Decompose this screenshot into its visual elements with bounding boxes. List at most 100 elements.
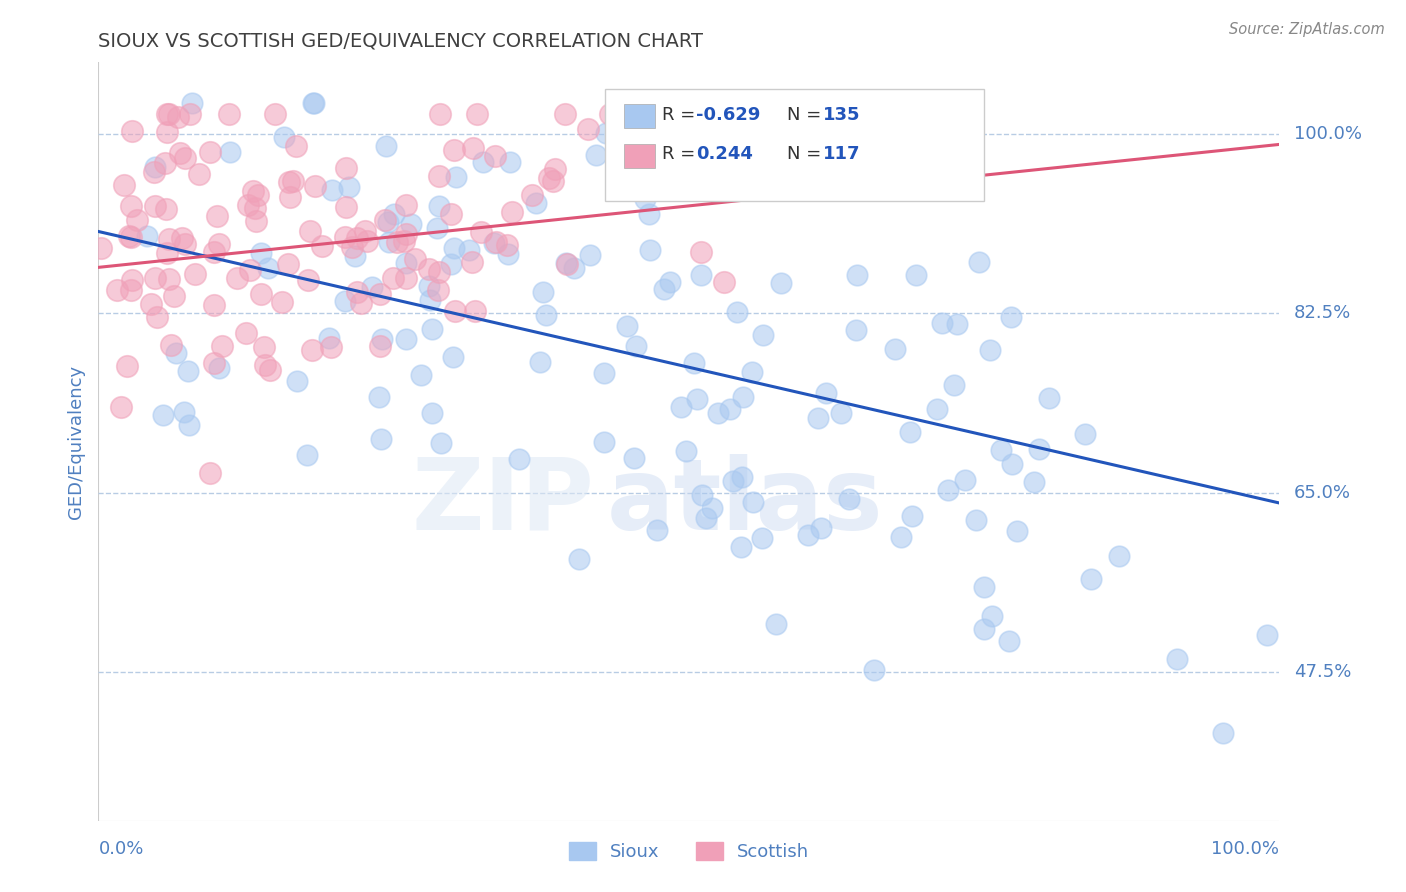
Point: [645, 523, 668, 537]
Point: [342, 240, 364, 254]
Point: [368, 390, 391, 404]
Point: [302, 96, 325, 111]
Point: [623, 451, 645, 466]
Point: [683, 356, 706, 370]
Text: atlas: atlas: [606, 454, 883, 550]
Point: [174, 237, 197, 252]
Point: [595, 126, 617, 140]
Point: [395, 270, 418, 285]
Point: [931, 316, 953, 330]
Point: [250, 286, 273, 301]
Point: [418, 262, 440, 277]
Point: [555, 257, 578, 271]
Point: [427, 169, 450, 183]
Point: [297, 273, 319, 287]
Point: [520, 188, 543, 202]
Point: [277, 257, 299, 271]
Point: [943, 377, 966, 392]
Point: [562, 261, 585, 276]
Point: [485, 235, 508, 249]
Y-axis label: GED/Equivalency: GED/Equivalency: [66, 365, 84, 518]
Point: [311, 239, 333, 253]
Point: [1108, 549, 1130, 564]
Point: [263, 106, 285, 120]
Point: [242, 184, 264, 198]
Point: [370, 433, 392, 447]
Point: [846, 268, 869, 283]
Point: [333, 293, 356, 308]
Point: [202, 244, 225, 259]
Point: [508, 452, 530, 467]
Point: [634, 192, 657, 206]
Point: [953, 473, 976, 487]
Point: [143, 199, 166, 213]
Point: [966, 513, 988, 527]
Point: [1256, 627, 1278, 641]
Point: [335, 229, 357, 244]
Point: [720, 402, 742, 417]
Point: [531, 285, 554, 299]
Point: [441, 350, 464, 364]
Point: [392, 234, 415, 248]
Point: [377, 235, 399, 250]
Point: [973, 622, 995, 636]
Text: Source: ZipAtlas.com: Source: ZipAtlas.com: [1229, 22, 1385, 37]
Text: 82.5%: 82.5%: [1294, 304, 1351, 323]
Point: [499, 154, 522, 169]
Point: [179, 106, 201, 120]
Point: [461, 255, 484, 269]
Point: [382, 206, 405, 220]
Point: [370, 286, 392, 301]
Point: [188, 167, 211, 181]
Point: [173, 405, 195, 419]
Point: [112, 178, 135, 192]
Point: [121, 273, 143, 287]
Point: [969, 255, 991, 269]
Point: [236, 197, 259, 211]
Point: [127, 212, 149, 227]
Point: [136, 229, 159, 244]
Text: ZIP: ZIP: [412, 454, 595, 550]
Point: [690, 488, 713, 502]
Point: [1028, 442, 1050, 456]
Point: [283, 174, 305, 188]
Point: [429, 106, 451, 120]
Point: [725, 305, 748, 319]
Point: [585, 148, 607, 162]
Point: [862, 663, 884, 677]
Point: [707, 406, 730, 420]
Point: [1000, 310, 1022, 324]
Point: [202, 356, 225, 370]
Point: [395, 227, 418, 241]
Point: [838, 492, 860, 507]
Point: [370, 332, 392, 346]
Point: [257, 261, 280, 276]
Point: [524, 196, 547, 211]
Point: [538, 170, 561, 185]
Point: [797, 527, 820, 541]
Point: [884, 343, 907, 357]
Point: [925, 402, 948, 417]
Point: [981, 608, 1004, 623]
Point: [529, 355, 551, 369]
Point: [225, 271, 247, 285]
Point: [713, 275, 735, 289]
Point: [335, 200, 357, 214]
Point: [830, 406, 852, 420]
Text: R =: R =: [662, 106, 702, 124]
Point: [301, 343, 323, 357]
Point: [426, 283, 449, 297]
Point: [157, 232, 180, 246]
Point: [730, 541, 752, 555]
Text: N =: N =: [787, 145, 827, 163]
Point: [990, 443, 1012, 458]
Point: [592, 435, 614, 450]
Point: [536, 308, 558, 322]
Point: [374, 212, 396, 227]
Point: [721, 475, 744, 489]
Text: 100.0%: 100.0%: [1294, 125, 1361, 143]
Point: [898, 425, 921, 439]
Point: [973, 580, 995, 594]
Point: [174, 151, 197, 165]
Point: [177, 417, 200, 432]
